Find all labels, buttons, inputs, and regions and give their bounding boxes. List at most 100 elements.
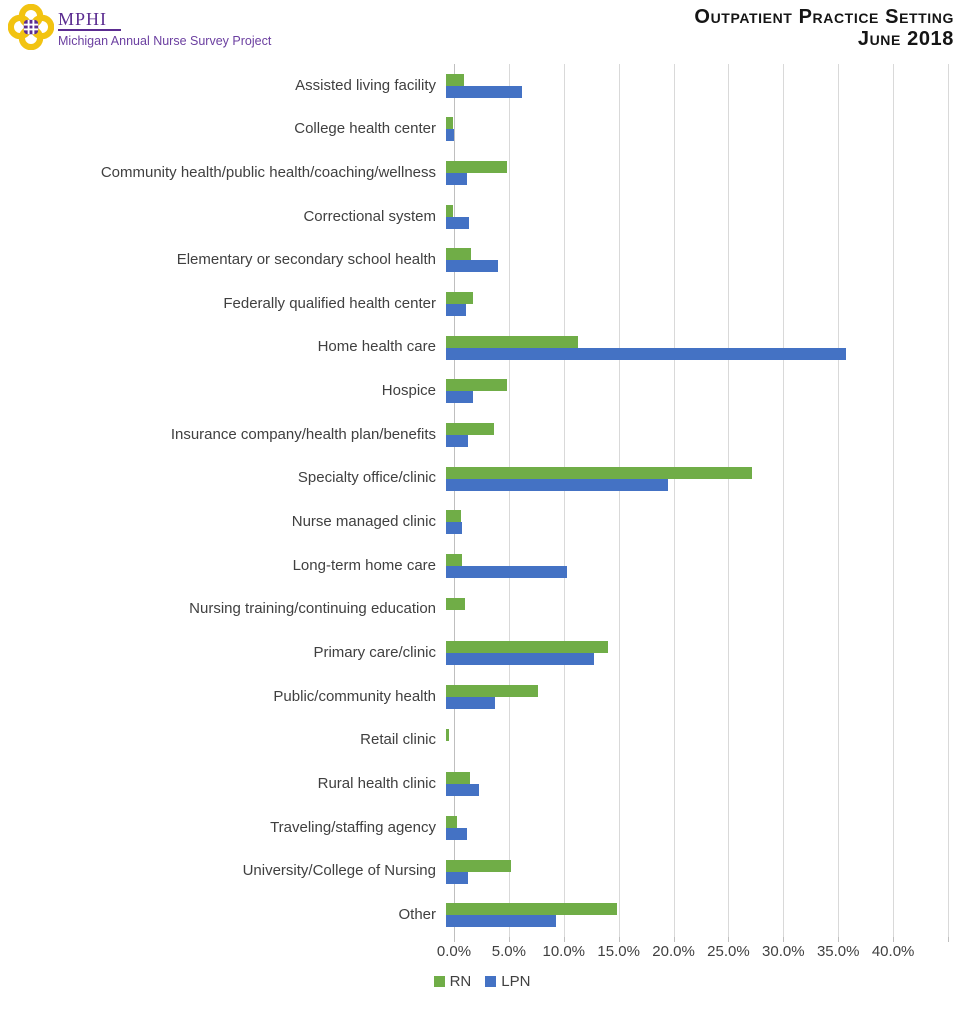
category-label: Retail clinic [360,731,436,749]
chart-row: Home health care [0,326,964,370]
chart-row: Correctional system [0,195,964,239]
gridline [783,64,785,937]
legend-label-lpn: LPN [501,973,531,990]
bar-rn [446,641,609,654]
bar-group [446,195,940,239]
bar-group [446,893,940,937]
gridline [673,64,675,937]
logo-subtitle: Michigan Annual Nurse Survey Project [58,33,272,48]
bar-rn [446,73,464,86]
gridline [948,64,949,937]
bar-rn [446,335,578,348]
category-label: Nurse managed clinic [291,513,436,531]
bar-group [446,108,940,152]
x-tick [728,937,730,942]
bar-lpn [446,129,454,142]
chart-row: Public/community health [0,675,964,719]
report-title-line2: June 2018 [857,28,954,51]
gridline-layer [454,64,949,937]
x-tick [563,937,565,942]
bar-group [446,457,940,501]
bar-lpn [446,304,466,317]
category-label: Specialty office/clinic [297,469,436,487]
x-tick-label: 35.0% [816,943,860,960]
bar-lpn [446,784,479,797]
bar-rn [446,117,453,130]
bar-lpn [446,871,468,884]
category-label: College health center [294,120,436,138]
bar-lpn [446,915,556,928]
chart-row: Traveling/staffing agency [0,806,964,850]
gridline [728,64,730,937]
y-axis-line [454,64,455,937]
bar-lpn [446,216,470,229]
bar-group [446,282,940,326]
gridline [838,64,840,937]
mphi-quatrefoil-icon [8,4,54,50]
legend-label-rn: RN [449,973,472,990]
bar-rn [446,423,495,436]
report-title-line1: Outpatient Practice Setting [694,6,954,28]
bar-group [446,151,940,195]
bar-group [446,413,940,457]
bar-rn [446,597,465,610]
chart-row: Retail clinic [0,719,964,763]
legend-swatch-lpn [485,976,497,987]
chart-row: University/College of Nursing [0,850,964,894]
bar-lpn [446,391,474,404]
chart-row: Specialty office/clinic [0,457,964,501]
gridline [618,64,620,937]
category-label: Traveling/staffing agency [270,818,436,836]
category-label: Community health/public health/coaching/… [100,163,436,181]
page-header: MPHI Michigan Annual Nurse Survey Projec… [0,0,964,54]
logo-org-name: MPHI [58,10,122,31]
bar-group [446,370,940,414]
category-label: Elementary or secondary school health [176,251,436,269]
legend-swatch-rn [433,976,445,987]
bar-lpn [446,478,668,491]
x-tick-label: 40.0% [871,943,915,960]
x-axis: 0.0% 5.0% 10.0% 15.0% 20.0% 25.0% 30.0% 35.0% 40… [437,937,949,963]
bar-rn [446,379,508,392]
category-label: Long-term home care [292,556,436,574]
category-label: Public/community health [273,687,436,705]
legend-item-lpn: LPN [485,973,530,990]
bar-lpn [446,522,463,535]
category-label: Insurance company/health plan/benefits [170,425,436,443]
bar-lpn [446,173,467,186]
chart-row: Primary care/clinic [0,631,964,675]
category-label: Correctional system [303,207,436,225]
x-tick-label: 10.0% [542,943,586,960]
bar-lpn [446,653,595,666]
bar-rn [446,728,450,741]
chart-row: Assisted living facility [0,64,964,108]
bar-rn [446,859,511,872]
bar-group [446,326,940,370]
bar-rn [446,161,508,174]
x-tick [838,937,840,942]
bar-group [446,64,940,108]
chart-row: College health center [0,108,964,152]
logo-text: MPHI Michigan Annual Nurse Survey Projec… [58,4,271,48]
bar-group [446,588,940,632]
bar-rn [446,204,453,217]
bar-lpn [446,347,846,360]
x-tick [454,937,455,942]
mphi-logo: MPHI Michigan Annual Nurse Survey Projec… [8,4,271,50]
x-tick-label: 0.0% [436,943,472,960]
x-tick-label: 25.0% [707,943,750,960]
bar-group [446,850,940,894]
bar-group [446,544,940,588]
bar-group [446,675,940,719]
bar-lpn [446,827,467,840]
gridline [893,64,895,937]
bar-group [446,806,940,850]
x-tick [673,937,675,942]
bar-rn [446,553,463,566]
category-label: Rural health clinic [317,774,436,792]
chart-rows: Assisted living facility College health c… [0,64,964,937]
gridline [508,64,510,937]
category-label: Home health care [317,338,436,356]
chart-row: Nurse managed clinic [0,501,964,545]
